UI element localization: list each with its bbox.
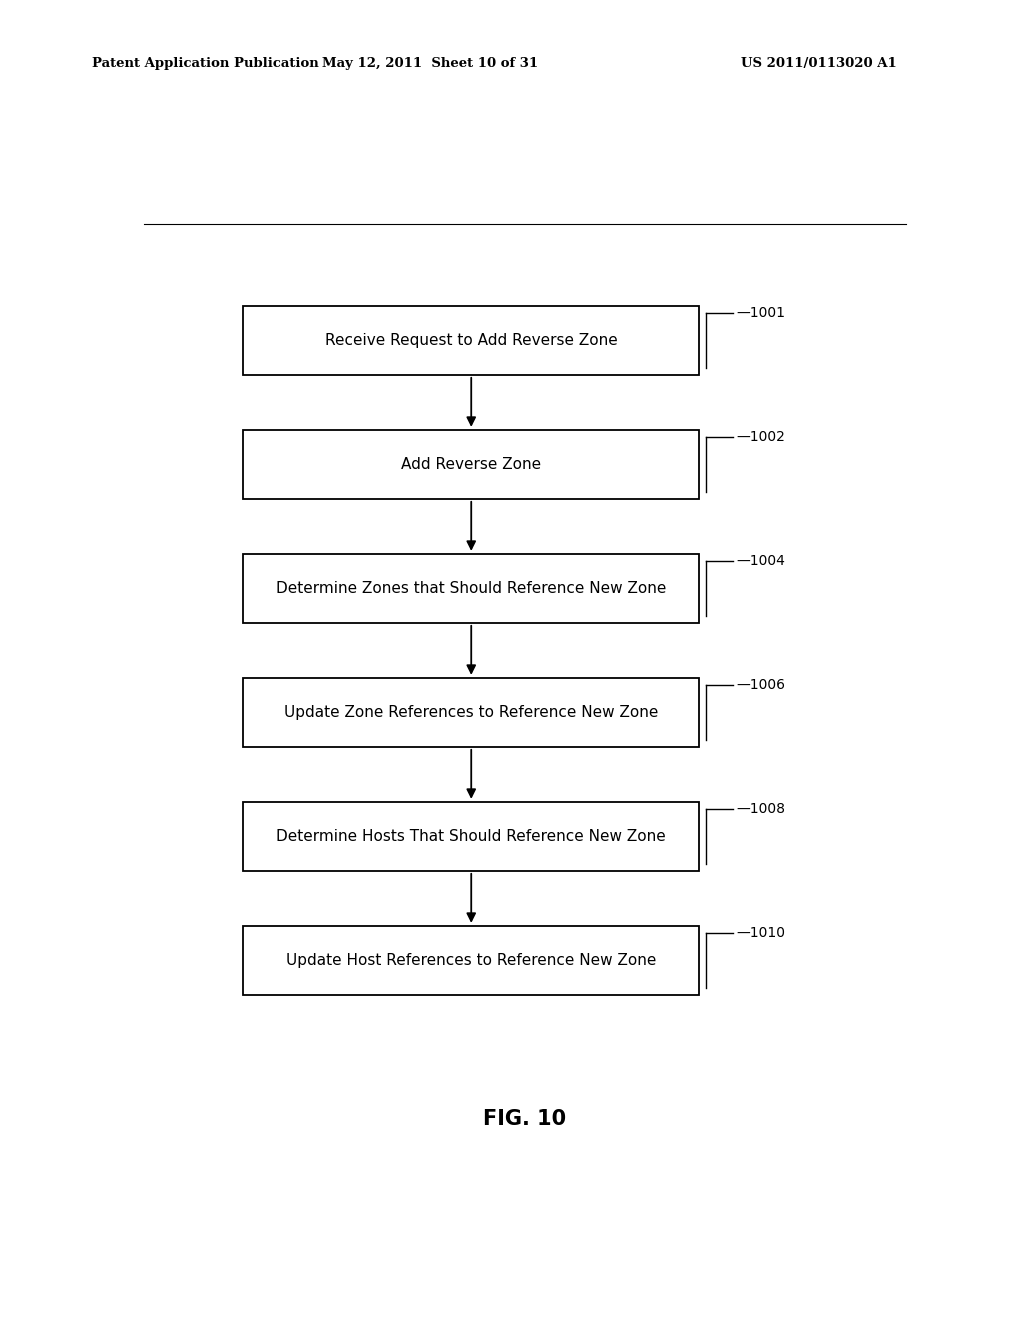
Text: May 12, 2011  Sheet 10 of 31: May 12, 2011 Sheet 10 of 31 xyxy=(322,57,539,70)
Bar xyxy=(243,430,699,499)
Text: —1001: —1001 xyxy=(736,306,785,319)
Text: —1010: —1010 xyxy=(736,925,785,940)
Text: Receive Request to Add Reverse Zone: Receive Request to Add Reverse Zone xyxy=(325,333,617,348)
Text: —1006: —1006 xyxy=(736,677,785,692)
Bar xyxy=(243,306,699,375)
Text: Update Zone References to Reference New Zone: Update Zone References to Reference New … xyxy=(284,705,658,719)
Text: US 2011/0113020 A1: US 2011/0113020 A1 xyxy=(741,57,897,70)
Bar xyxy=(243,801,699,871)
Text: —1008: —1008 xyxy=(736,801,785,816)
Bar xyxy=(243,925,699,995)
Text: Patent Application Publication: Patent Application Publication xyxy=(92,57,318,70)
Text: Determine Zones that Should Reference New Zone: Determine Zones that Should Reference Ne… xyxy=(276,581,667,595)
Bar xyxy=(243,554,699,623)
Text: Determine Hosts That Should Reference New Zone: Determine Hosts That Should Reference Ne… xyxy=(276,829,666,843)
Text: Update Host References to Reference New Zone: Update Host References to Reference New … xyxy=(286,953,656,968)
Bar xyxy=(243,677,699,747)
Text: FIG. 10: FIG. 10 xyxy=(483,1109,566,1129)
Text: —1002: —1002 xyxy=(736,430,785,444)
Text: Add Reverse Zone: Add Reverse Zone xyxy=(401,457,542,471)
Text: —1004: —1004 xyxy=(736,553,785,568)
